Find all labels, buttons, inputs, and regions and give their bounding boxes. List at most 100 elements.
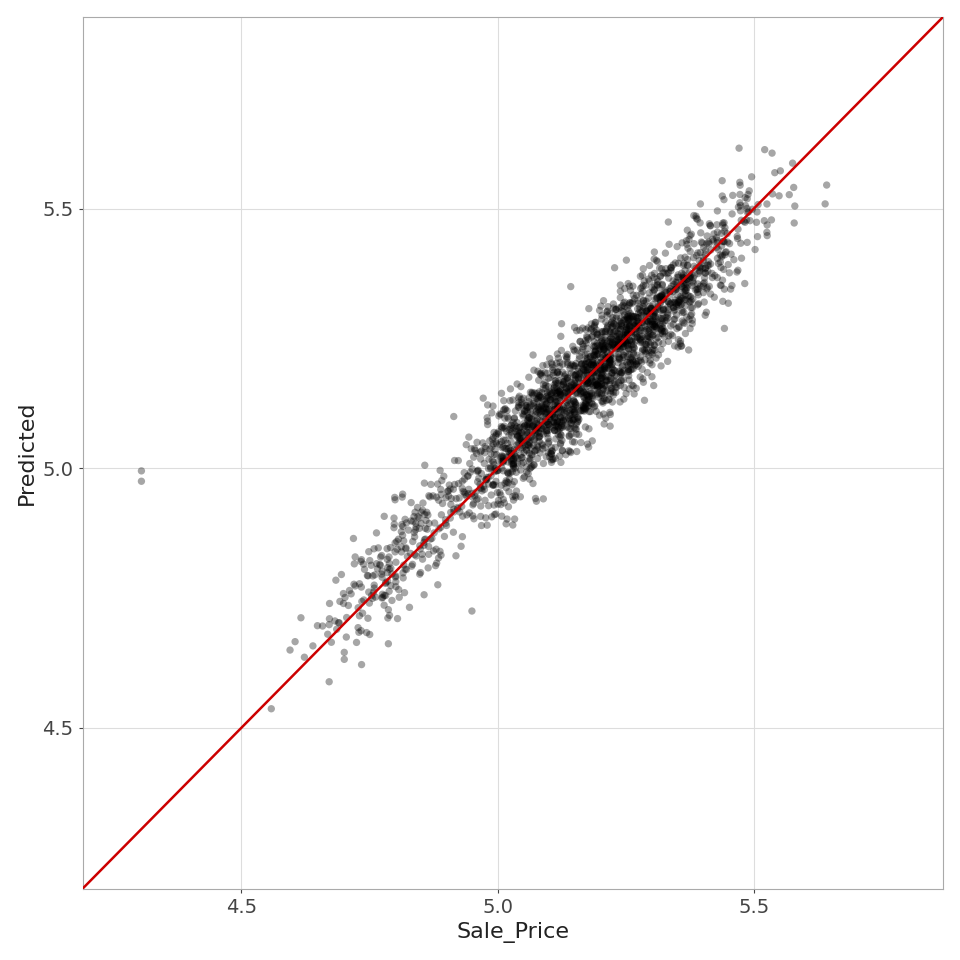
- Point: [588, 343, 604, 358]
- Point: [697, 295, 712, 310]
- Point: [620, 357, 636, 372]
- Point: [484, 509, 499, 524]
- Point: [521, 453, 537, 468]
- Point: [629, 348, 644, 363]
- Point: [521, 416, 537, 431]
- Point: [547, 423, 563, 439]
- Point: [693, 256, 708, 272]
- Point: [581, 362, 596, 377]
- Point: [645, 327, 660, 343]
- Point: [535, 368, 550, 383]
- Point: [403, 495, 419, 511]
- Point: [597, 341, 612, 356]
- Point: [557, 369, 572, 384]
- Point: [529, 413, 544, 428]
- Point: [588, 325, 604, 341]
- Point: [508, 460, 523, 475]
- Point: [686, 236, 702, 252]
- Point: [622, 354, 637, 370]
- Point: [587, 318, 602, 333]
- Point: [475, 391, 491, 406]
- Point: [498, 473, 514, 489]
- Point: [653, 325, 668, 341]
- Point: [585, 328, 600, 344]
- Point: [446, 501, 462, 516]
- Point: [616, 348, 632, 363]
- Point: [593, 334, 609, 349]
- Point: [612, 322, 628, 337]
- Point: [654, 322, 669, 337]
- Point: [553, 388, 568, 403]
- Point: [413, 541, 428, 557]
- Point: [507, 410, 522, 425]
- Point: [657, 301, 672, 317]
- Point: [614, 328, 630, 344]
- Point: [511, 399, 526, 415]
- Point: [564, 377, 579, 393]
- Point: [540, 423, 556, 439]
- Point: [592, 355, 608, 371]
- Point: [374, 587, 390, 602]
- Point: [618, 323, 634, 338]
- Point: [547, 401, 563, 417]
- Point: [396, 518, 411, 534]
- Point: [505, 517, 520, 533]
- Point: [398, 540, 414, 556]
- Point: [481, 461, 496, 476]
- Point: [477, 439, 492, 454]
- Point: [528, 400, 543, 416]
- Point: [359, 625, 374, 640]
- Point: [626, 312, 641, 327]
- Point: [550, 385, 565, 400]
- Point: [570, 410, 586, 425]
- Point: [673, 289, 688, 304]
- Point: [506, 452, 521, 468]
- Point: [594, 376, 610, 392]
- Point: [412, 566, 427, 582]
- Point: [560, 404, 575, 420]
- Point: [367, 581, 382, 596]
- Point: [486, 398, 501, 414]
- Point: [517, 418, 533, 433]
- Point: [677, 277, 692, 293]
- Point: [566, 404, 582, 420]
- Point: [772, 188, 787, 204]
- Point: [696, 285, 711, 300]
- Point: [567, 344, 583, 359]
- Point: [660, 353, 675, 369]
- Point: [380, 573, 396, 588]
- Point: [579, 375, 594, 391]
- Point: [382, 608, 397, 623]
- Point: [553, 383, 568, 398]
- Point: [654, 287, 669, 302]
- Point: [606, 310, 621, 325]
- Point: [487, 497, 502, 513]
- Point: [600, 333, 615, 348]
- Point: [480, 470, 495, 486]
- Point: [487, 446, 502, 462]
- Point: [614, 336, 630, 351]
- Point: [287, 634, 302, 649]
- Point: [594, 337, 610, 352]
- Point: [590, 378, 606, 394]
- Point: [564, 365, 579, 380]
- Point: [628, 321, 643, 336]
- Point: [606, 350, 621, 366]
- Point: [500, 465, 516, 480]
- Point: [650, 277, 665, 293]
- Point: [659, 309, 674, 324]
- Point: [584, 329, 599, 345]
- Point: [654, 261, 669, 276]
- Point: [616, 307, 632, 323]
- Point: [638, 277, 654, 293]
- Point: [543, 387, 559, 402]
- Point: [705, 231, 720, 247]
- Point: [612, 314, 628, 329]
- Point: [539, 401, 554, 417]
- Point: [583, 384, 598, 399]
- Point: [497, 420, 513, 436]
- Point: [685, 271, 701, 286]
- Point: [476, 456, 492, 471]
- Point: [446, 504, 462, 519]
- Point: [641, 291, 657, 306]
